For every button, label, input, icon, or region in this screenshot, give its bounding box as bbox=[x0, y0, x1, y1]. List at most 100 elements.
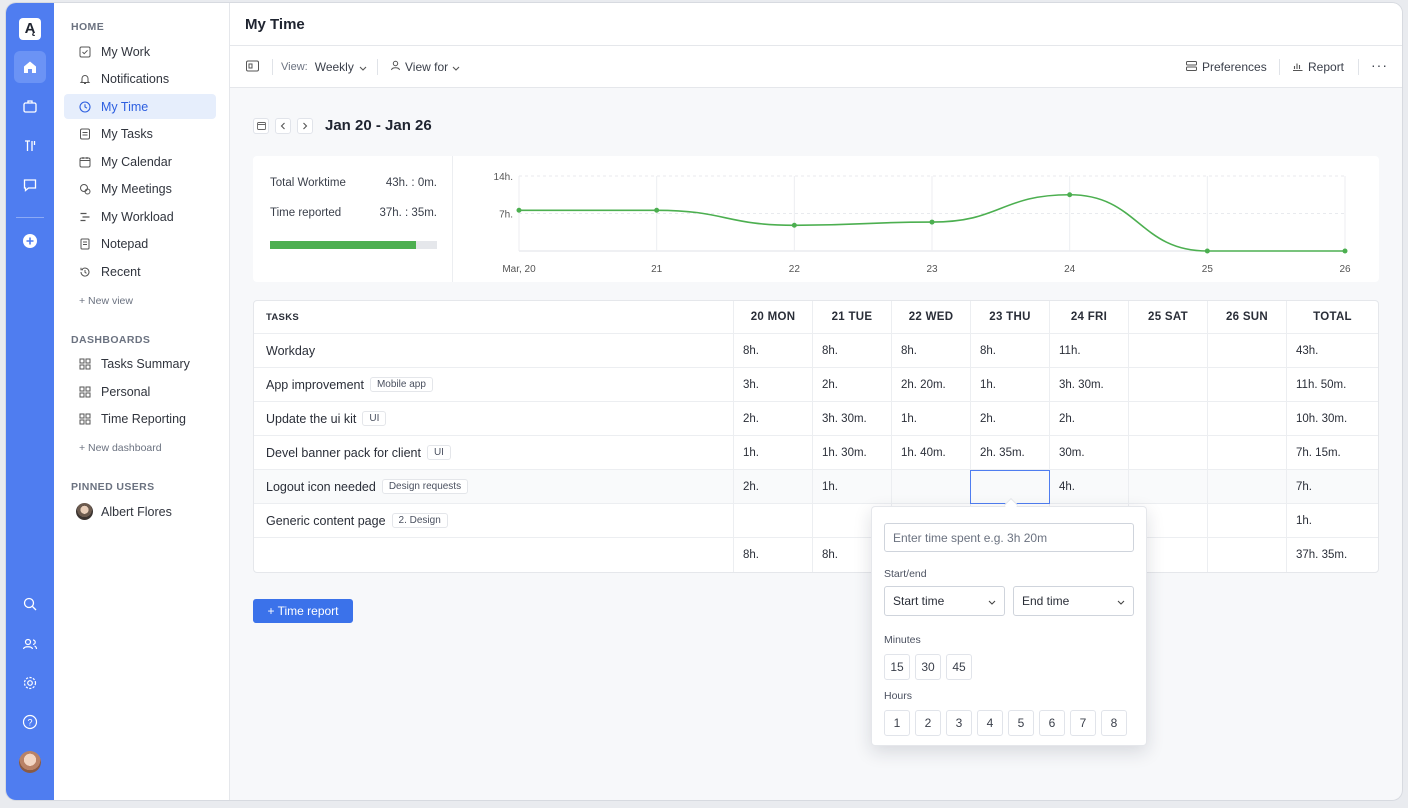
time-cell[interactable]: 1h. bbox=[970, 368, 1049, 401]
time-cell[interactable]: 3h. 30m. bbox=[812, 402, 891, 435]
new-dashboard-link[interactable]: + New dashboard bbox=[79, 442, 162, 454]
time-cell[interactable]: 1h. bbox=[733, 436, 812, 469]
users-icon[interactable] bbox=[14, 628, 46, 660]
new-view-link[interactable]: + New view bbox=[79, 295, 133, 307]
time-cell[interactable] bbox=[1207, 470, 1286, 503]
briefcase-icon[interactable] bbox=[14, 90, 46, 122]
time-cell[interactable] bbox=[1207, 368, 1286, 401]
time-cell[interactable] bbox=[1128, 334, 1207, 367]
sidebar-item-notepad[interactable]: Notepad bbox=[64, 231, 216, 256]
pinned-user-albert-flores[interactable]: Albert Flores bbox=[76, 503, 172, 520]
time-cell[interactable]: 8h. bbox=[812, 334, 891, 367]
home-icon[interactable] bbox=[14, 51, 46, 83]
time-cell[interactable]: 3h. bbox=[733, 368, 812, 401]
time-cell[interactable] bbox=[1128, 436, 1207, 469]
chevron-left-icon[interactable] bbox=[275, 117, 291, 134]
time-cell[interactable]: 2h. bbox=[812, 368, 891, 401]
time-cell[interactable]: 1h. bbox=[891, 402, 970, 435]
hour-chip[interactable]: 2 bbox=[915, 710, 941, 736]
sidebar-item-my-meetings[interactable]: My Meetings bbox=[64, 176, 216, 201]
task-cell[interactable] bbox=[254, 538, 733, 572]
time-cell[interactable]: 11h. bbox=[1049, 334, 1128, 367]
view-for-selector[interactable]: View for bbox=[390, 60, 460, 74]
column-header[interactable]: TASKS bbox=[266, 311, 299, 323]
user-avatar[interactable] bbox=[19, 751, 41, 773]
sidebar-item-recent[interactable]: Recent bbox=[64, 259, 216, 284]
column-header[interactable]: 25 SAT bbox=[1128, 301, 1207, 333]
time-cell[interactable]: 2h. 35m. bbox=[970, 436, 1049, 469]
sidebar-item-tasks-summary[interactable]: Tasks Summary bbox=[64, 351, 216, 376]
time-cell[interactable] bbox=[1207, 334, 1286, 367]
time-cell[interactable] bbox=[1207, 538, 1286, 572]
sidebar-item-notifications[interactable]: Notifications bbox=[64, 66, 216, 91]
tools-icon[interactable] bbox=[14, 130, 46, 162]
time-spent-input[interactable] bbox=[884, 523, 1134, 552]
sidebar-item-my-calendar[interactable]: My Calendar bbox=[64, 149, 216, 174]
time-cell[interactable] bbox=[1128, 470, 1207, 503]
time-cell[interactable]: 1h. 40m. bbox=[891, 436, 970, 469]
time-cell[interactable]: 30m. bbox=[1049, 436, 1128, 469]
end-time-select[interactable]: End time bbox=[1013, 586, 1134, 616]
task-cell[interactable]: Logout icon needed Design requests bbox=[254, 470, 733, 503]
time-cell[interactable]: 8h. bbox=[733, 334, 812, 367]
sidebar-item-my-time[interactable]: My Time bbox=[64, 94, 216, 119]
time-cell[interactable]: 1h. bbox=[812, 470, 891, 503]
report-button[interactable]: Report bbox=[1292, 60, 1344, 74]
sidebar-item-my-work[interactable]: My Work bbox=[64, 39, 216, 64]
sidebar-item-time-reporting[interactable]: Time Reporting bbox=[64, 406, 216, 431]
time-cell[interactable]: 8h. bbox=[733, 538, 812, 572]
hour-chip[interactable]: 5 bbox=[1008, 710, 1034, 736]
hour-chip[interactable]: 4 bbox=[977, 710, 1003, 736]
time-cell[interactable]: 2h. bbox=[970, 402, 1049, 435]
start-time-select[interactable]: Start time bbox=[884, 586, 1005, 616]
more-options-button[interactable]: ··· bbox=[1371, 57, 1388, 73]
time-cell[interactable] bbox=[891, 470, 970, 503]
time-cell[interactable] bbox=[1128, 368, 1207, 401]
add-circle-icon[interactable] bbox=[14, 225, 46, 257]
task-cell[interactable]: Devel banner pack for client UI bbox=[254, 436, 733, 469]
task-cell[interactable]: Update the ui kit UI bbox=[254, 402, 733, 435]
time-cell[interactable] bbox=[1207, 436, 1286, 469]
search-icon[interactable] bbox=[14, 588, 46, 620]
layout-toggle-icon[interactable] bbox=[246, 60, 259, 72]
hour-chip[interactable]: 6 bbox=[1039, 710, 1065, 736]
chevron-right-icon[interactable] bbox=[297, 117, 313, 134]
time-cell[interactable]: 1h. 30m. bbox=[812, 436, 891, 469]
column-header[interactable]: 21 TUE bbox=[812, 301, 891, 333]
time-cell[interactable] bbox=[1128, 402, 1207, 435]
minute-chip[interactable]: 45 bbox=[946, 654, 972, 680]
minute-chip[interactable]: 30 bbox=[915, 654, 941, 680]
hour-chip[interactable]: 8 bbox=[1101, 710, 1127, 736]
time-cell[interactable]: 2h. 20m. bbox=[891, 368, 970, 401]
column-header[interactable]: TOTAL bbox=[1286, 301, 1378, 333]
hour-chip[interactable]: 3 bbox=[946, 710, 972, 736]
column-header[interactable]: 20 MON bbox=[733, 301, 812, 333]
view-selector[interactable]: View: Weekly bbox=[281, 60, 367, 74]
minute-chip[interactable]: 15 bbox=[884, 654, 910, 680]
column-header[interactable]: 22 WED bbox=[891, 301, 970, 333]
time-cell[interactable] bbox=[812, 504, 891, 537]
add-time-report-button[interactable]: + Time report bbox=[253, 599, 353, 623]
task-cell[interactable]: Generic content page 2. Design bbox=[254, 504, 733, 537]
preferences-button[interactable]: Preferences bbox=[1186, 60, 1267, 74]
task-cell[interactable]: App improvement Mobile app bbox=[254, 368, 733, 401]
time-cell[interactable]: 4h. bbox=[1049, 470, 1128, 503]
column-header[interactable]: 26 SUN bbox=[1207, 301, 1286, 333]
help-icon[interactable]: ? bbox=[14, 706, 46, 738]
settings-icon[interactable] bbox=[14, 667, 46, 699]
hour-chip[interactable]: 7 bbox=[1070, 710, 1096, 736]
time-cell[interactable]: 8h. bbox=[812, 538, 891, 572]
sidebar-item-personal[interactable]: Personal bbox=[64, 379, 216, 404]
sidebar-item-my-tasks[interactable]: My Tasks bbox=[64, 121, 216, 146]
column-header[interactable]: 23 THU bbox=[970, 301, 1049, 333]
time-cell[interactable]: 2h. bbox=[733, 470, 812, 503]
time-cell[interactable] bbox=[733, 504, 812, 537]
time-cell[interactable]: 2h. bbox=[1049, 402, 1128, 435]
time-cell[interactable] bbox=[1207, 504, 1286, 537]
calendar-picker-icon[interactable] bbox=[253, 117, 269, 134]
chat-icon[interactable] bbox=[14, 169, 46, 201]
time-cell[interactable] bbox=[1207, 402, 1286, 435]
time-cell[interactable]: 8h. bbox=[891, 334, 970, 367]
hour-chip[interactable]: 1 bbox=[884, 710, 910, 736]
app-logo[interactable]: Ą bbox=[19, 18, 41, 40]
